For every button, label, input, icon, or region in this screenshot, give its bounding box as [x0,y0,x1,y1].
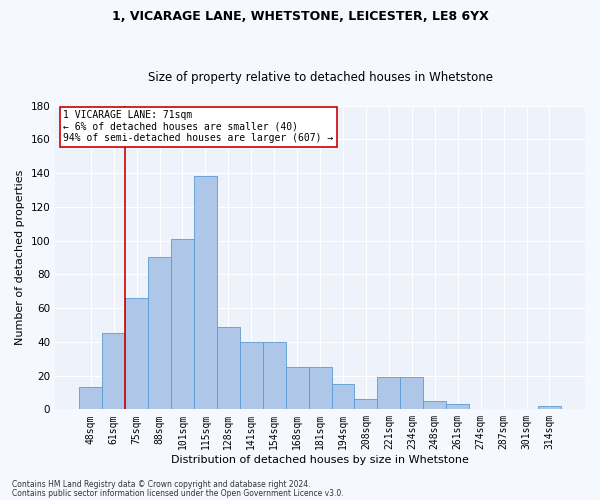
Bar [538,406,561,409]
Bar [308,367,332,410]
Bar [423,401,446,409]
Bar [102,334,125,409]
Bar [79,388,102,409]
Text: 1, VICARAGE LANE, WHETSTONE, LEICESTER, LE8 6YX: 1, VICARAGE LANE, WHETSTONE, LEICESTER, … [112,10,488,23]
Bar [332,384,355,409]
Bar [217,326,240,409]
Text: Contains public sector information licensed under the Open Government Licence v3: Contains public sector information licen… [12,488,344,498]
Bar [240,342,263,409]
Bar [377,378,400,410]
Text: Contains HM Land Registry data © Crown copyright and database right 2024.: Contains HM Land Registry data © Crown c… [12,480,311,489]
Bar [125,298,148,410]
Bar [446,404,469,409]
Text: 1 VICARAGE LANE: 71sqm
← 6% of detached houses are smaller (40)
94% of semi-deta: 1 VICARAGE LANE: 71sqm ← 6% of detached … [63,110,334,144]
X-axis label: Distribution of detached houses by size in Whetstone: Distribution of detached houses by size … [171,455,469,465]
Bar [194,176,217,410]
Y-axis label: Number of detached properties: Number of detached properties [15,170,25,345]
Bar [148,258,171,410]
Bar [263,342,286,409]
Bar [286,367,308,410]
Bar [355,399,377,409]
Bar [171,239,194,410]
Title: Size of property relative to detached houses in Whetstone: Size of property relative to detached ho… [148,70,493,84]
Bar [400,378,423,410]
